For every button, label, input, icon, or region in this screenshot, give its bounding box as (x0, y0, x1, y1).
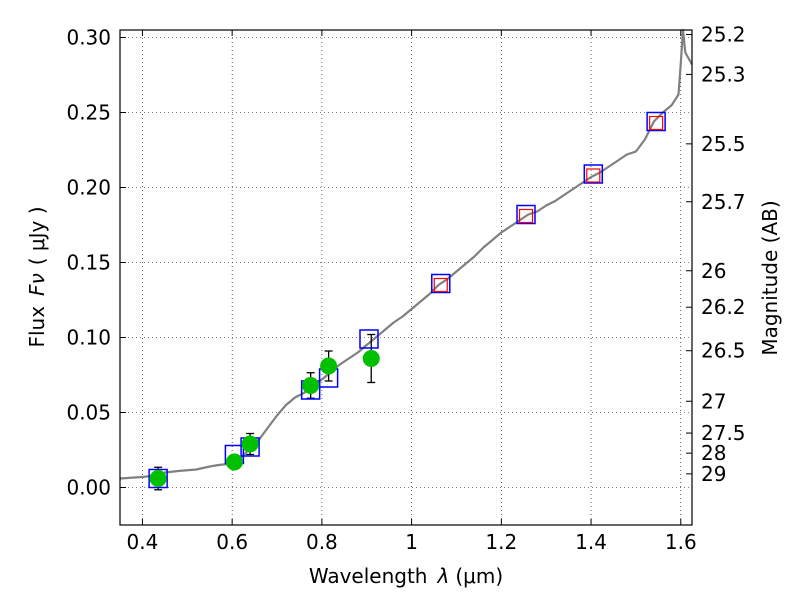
y-tick-label: 0.20 (66, 176, 111, 200)
magnitude-tick-label: 25.7 (701, 190, 746, 214)
magnitude-tick-label: 25.5 (701, 132, 746, 156)
x-axis-ticks: 0.4 0.6 0.8 1 1.2 1.4 1.6 (127, 30, 697, 554)
error-bars (154, 333, 376, 491)
y-tick-label: 0.25 (66, 101, 111, 125)
magnitude-tick-label: 26.5 (701, 339, 746, 363)
magnitude-tick-label: 25.2 (701, 23, 746, 47)
x-tick-label: 1 (405, 530, 418, 554)
observed-photometry-point (225, 453, 243, 471)
model-photometry-square (516, 204, 536, 225)
y-axis-title: FluxFν( μJy ) (25, 206, 49, 347)
y-tick-label: 0.05 (66, 401, 111, 425)
spectrum-line (119, 28, 693, 480)
model-photometry-square (148, 468, 168, 489)
observed-photometry-point (149, 470, 167, 487)
x-tick-label: 0.8 (306, 530, 338, 554)
model-photometry-square (359, 329, 379, 349)
observed-photometry-point (302, 377, 320, 394)
magnitude-tick-label: 26 (701, 259, 726, 283)
observed-photometry-point (320, 357, 338, 375)
x-tick-label: 1.2 (485, 530, 517, 554)
x-tick-label: 0.6 (216, 530, 248, 554)
magnitude-tick-label: 29 (701, 462, 726, 486)
magnitude-tick-label: 28 (701, 441, 726, 465)
nir-photometry-square (433, 277, 448, 293)
marker-series (148, 111, 666, 489)
nir-photometry-square (586, 168, 601, 183)
magnitude-tick-label: 27.5 (701, 421, 746, 445)
y-tick-label: 0.10 (66, 326, 111, 350)
observed-photometry-point (362, 350, 380, 367)
observed-photometry-point (241, 435, 259, 453)
y-tick-label: 0.00 (66, 476, 111, 500)
model-photometry-square (646, 111, 666, 132)
nir-photometry-square (649, 115, 664, 131)
magnitude-axis-title: Magnitude (AB) (758, 200, 782, 355)
x-tick-label: 1.6 (665, 530, 697, 554)
plot-frame (119, 29, 693, 526)
magnitude-tick-label: 25.3 (701, 62, 746, 86)
grid-lines (120, 30, 692, 525)
x-axis-title: Wavelength λ (μm) (309, 564, 503, 588)
magnitude-tick-label: 27 (701, 389, 726, 413)
y-tick-label: 0.15 (66, 251, 111, 275)
model-photometry-square (431, 273, 451, 294)
magnitude-tick-label: 26.2 (701, 295, 746, 319)
nir-photometry-square (518, 208, 534, 224)
model-photometry-square (583, 164, 604, 184)
y-tick-label: 0.30 (66, 26, 111, 50)
x-tick-label: 0.4 (127, 530, 159, 554)
x-tick-label: 1.4 (575, 530, 607, 554)
spectrum-series (119, 28, 693, 480)
y-axis-ticks: 0.00 0.05 0.10 0.15 0.20 0.25 0.30 (66, 26, 126, 500)
